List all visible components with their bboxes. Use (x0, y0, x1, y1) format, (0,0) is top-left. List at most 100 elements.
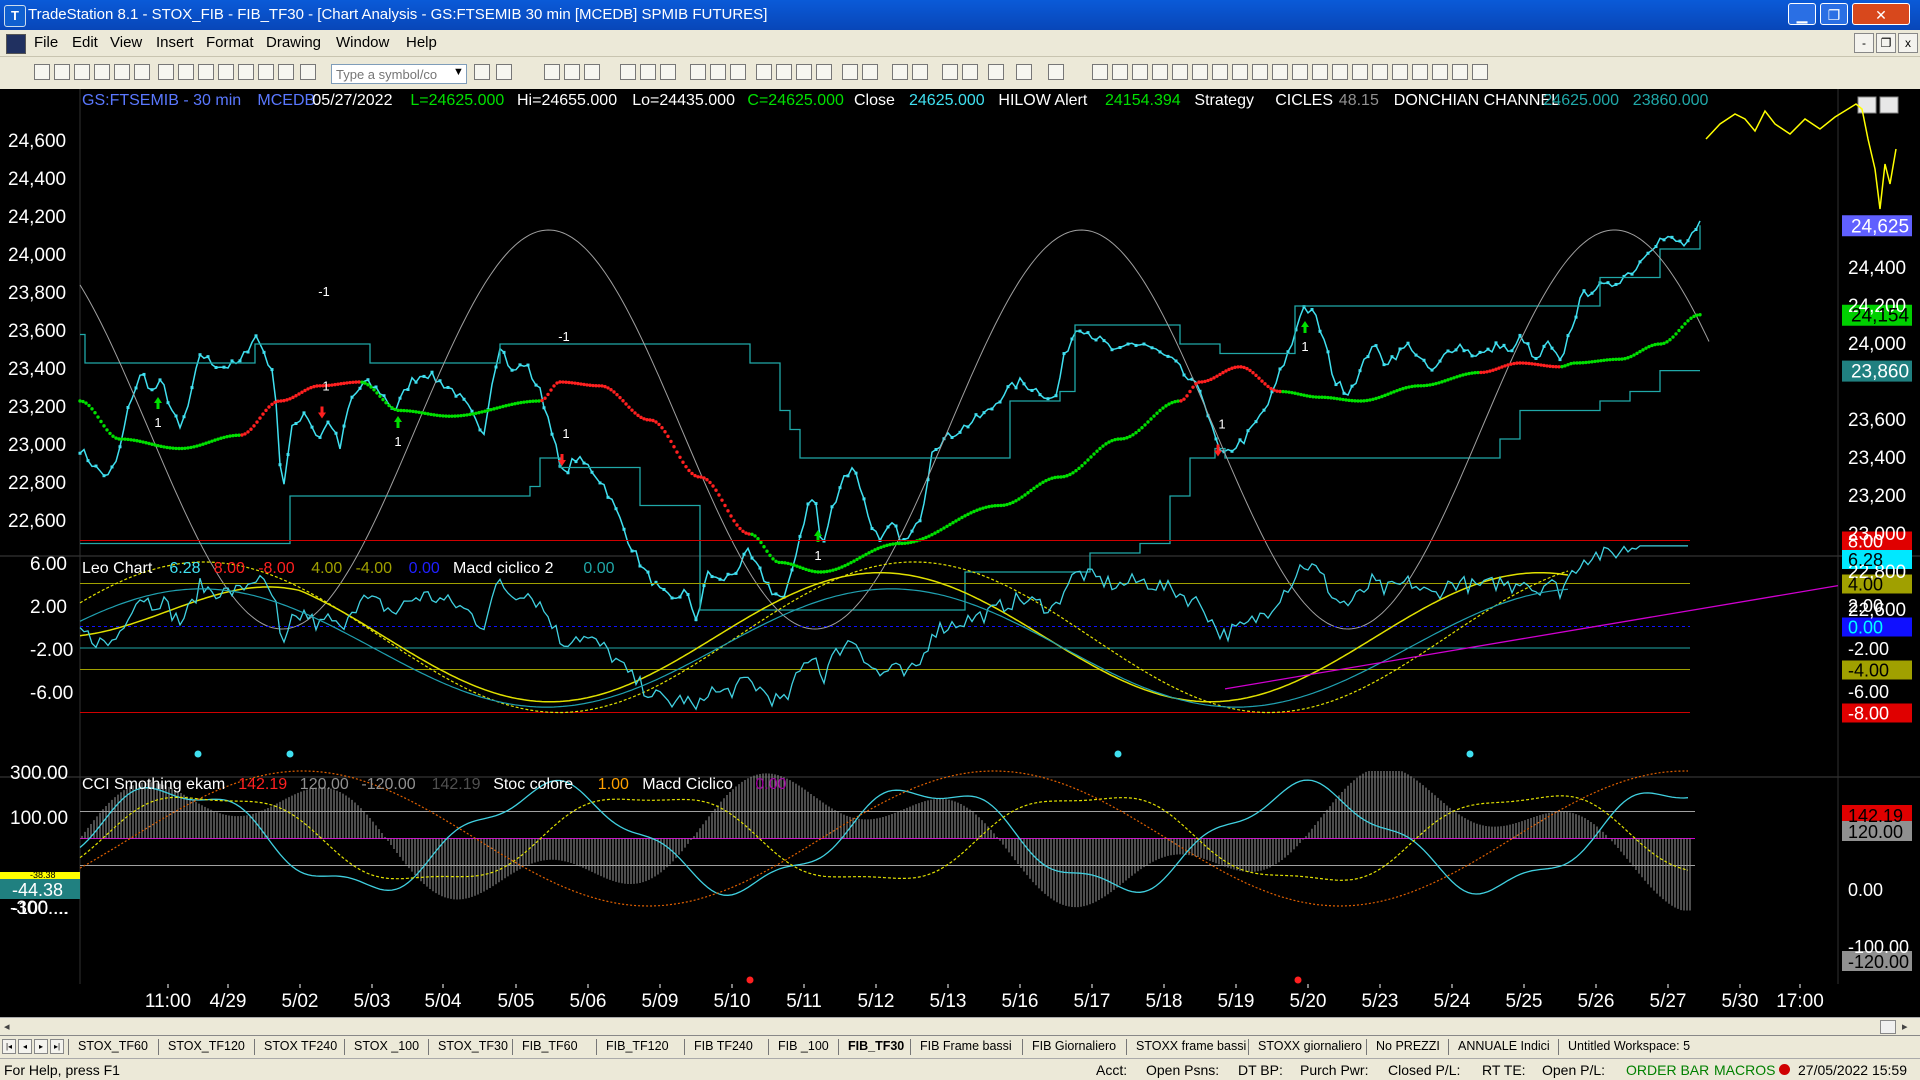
tab-nav-prev-icon[interactable]: ◂ (18, 1039, 32, 1054)
speed-lines-icon[interactable] (1212, 64, 1228, 80)
showme-icon[interactable] (756, 64, 772, 80)
text-icon[interactable] (1472, 64, 1488, 80)
tab-annuale-indici[interactable]: ANNUALE Indici (1458, 1039, 1550, 1053)
tab-fib-100[interactable]: FIB _100 (778, 1039, 829, 1053)
mdi-close-button[interactable]: x (1898, 33, 1918, 53)
mdi-minimize-button[interactable]: - (1854, 33, 1874, 53)
refresh-icon[interactable] (178, 64, 194, 80)
zoom-in-icon[interactable] (842, 64, 858, 80)
menu-file[interactable]: File (34, 34, 59, 51)
menu-drawing[interactable]: Drawing (266, 34, 322, 51)
time-zones-icon[interactable] (1372, 64, 1388, 80)
channel-icon[interactable] (1172, 64, 1188, 80)
strategy-icon[interactable] (710, 64, 726, 80)
arrow-up-icon[interactable] (1412, 64, 1428, 80)
tab-stoxx-giornaliero[interactable]: STOXX giornaliero (1258, 1039, 1362, 1053)
symbol-dropdown-icon[interactable]: ▼ (453, 66, 464, 78)
folder-icon[interactable] (94, 64, 110, 80)
tab-stox-tf60[interactable]: STOX_TF60 (78, 1039, 148, 1053)
tab-nav-last-icon[interactable]: ▸| (50, 1039, 64, 1054)
tab-fib-giornaliero[interactable]: FIB Giornaliero (1032, 1039, 1117, 1053)
gann-fan-icon[interactable] (1232, 64, 1248, 80)
chart-analysis-window[interactable]: GS:FTSEMIB - 30 min MCEDB 05/27/2022 L=2462… (0, 89, 1920, 1017)
rectangle-icon[interactable] (1452, 64, 1468, 80)
bar-chart-icon[interactable] (620, 64, 636, 80)
cut-icon[interactable] (198, 64, 214, 80)
freehand-icon[interactable] (1352, 64, 1368, 80)
mdi-restore-button[interactable]: ❐ (1876, 33, 1896, 53)
print-icon[interactable] (158, 64, 174, 80)
tab-no-prezzi[interactable]: No PREZZI (1376, 1039, 1440, 1053)
menu-edit[interactable]: Edit (72, 34, 98, 51)
symbol-lookup-icon[interactable] (496, 64, 512, 80)
new-icon[interactable] (34, 64, 50, 80)
tab-nav-first-icon[interactable]: |◂ (2, 1039, 16, 1054)
paintbar-icon[interactable] (730, 64, 746, 80)
tools-icon[interactable] (988, 64, 1004, 80)
radarscreen-icon[interactable] (564, 64, 580, 80)
save-icon[interactable] (134, 64, 150, 80)
lock-icon[interactable] (238, 64, 254, 80)
matrix-icon[interactable] (584, 64, 600, 80)
status-order-bar[interactable]: ORDER BAR (1626, 1062, 1710, 1078)
chart-analysis-icon[interactable] (544, 64, 560, 80)
open-workspace-icon[interactable] (114, 64, 130, 80)
fib-fan-icon[interactable] (1332, 64, 1348, 80)
close-button[interactable]: ✕ (1852, 3, 1910, 25)
crosshair-icon[interactable] (962, 64, 978, 80)
chart-doc-icon[interactable] (6, 34, 26, 54)
andrews-icon[interactable] (1292, 64, 1308, 80)
properties-icon[interactable] (1016, 64, 1032, 80)
menu-insert[interactable]: Insert (156, 34, 194, 51)
open-icon[interactable] (54, 64, 70, 80)
menu-format[interactable]: Format (206, 34, 254, 51)
tab-fib-tf240[interactable]: FIB TF240 (694, 1039, 753, 1053)
tab-stox-tf240[interactable]: STOX TF240 (264, 1039, 338, 1053)
scroll-left-icon[interactable]: ◂ (4, 1021, 10, 1033)
tab-fib-tf120[interactable]: FIB_TF120 (606, 1039, 669, 1053)
horizontal-line-icon[interactable] (1132, 64, 1148, 80)
trendline-icon[interactable] (1092, 64, 1108, 80)
probability-icon[interactable] (776, 64, 792, 80)
indicator-icon[interactable] (690, 64, 706, 80)
ellipse-icon[interactable] (1432, 64, 1448, 80)
menu-help[interactable]: Help (406, 34, 437, 51)
menu-window[interactable]: Window (336, 34, 390, 51)
line-chart-icon[interactable] (640, 64, 656, 80)
zoom-minus-icon[interactable] (912, 64, 928, 80)
new-window-icon[interactable] (74, 64, 90, 80)
tab-nav-next-icon[interactable]: ▸ (34, 1039, 48, 1054)
position-graph-icon[interactable] (816, 64, 832, 80)
maximize-button[interactable]: ❐ (1820, 3, 1848, 25)
tab-stox-tf120[interactable]: STOX_TF120 (168, 1039, 245, 1053)
zoom-glass-icon[interactable] (892, 64, 908, 80)
regression-icon[interactable] (1252, 64, 1268, 80)
symbol-input[interactable] (331, 64, 467, 84)
candle-chart-icon[interactable] (660, 64, 676, 80)
ray-icon[interactable] (1112, 64, 1128, 80)
scroll-thumb[interactable] (1880, 1020, 1896, 1034)
zoom-out-icon[interactable] (862, 64, 878, 80)
fib-icon[interactable] (1192, 64, 1208, 80)
tab-untitled-workspace-5[interactable]: Untitled Workspace: 5 (1568, 1039, 1691, 1053)
data-window-icon[interactable] (1048, 64, 1064, 80)
cycle-lines-icon[interactable] (1312, 64, 1328, 80)
tab-stox-100[interactable]: STOX _100 (354, 1039, 420, 1053)
andrews-pitchfork-icon[interactable] (1272, 64, 1288, 80)
go-icon[interactable] (474, 64, 490, 80)
tab-fib-frame-bassi[interactable]: FIB Frame bassi (920, 1039, 1012, 1053)
activity-bar-icon[interactable] (796, 64, 812, 80)
tab-fib-tf30[interactable]: FIB_TF30 (848, 1039, 905, 1053)
menu-view[interactable]: View (110, 34, 143, 51)
arrow-down-icon[interactable] (1392, 64, 1408, 80)
minimize-button[interactable]: ▁ (1788, 3, 1816, 25)
format-icon[interactable] (278, 64, 294, 80)
tab-stox-tf30[interactable]: STOX_TF30 (438, 1039, 508, 1053)
vertical-line-icon[interactable] (1152, 64, 1168, 80)
tab-stoxx-frame-bassi[interactable]: STOXX frame bassi (1136, 1039, 1247, 1053)
scroll-right-icon[interactable]: ▸ (1902, 1021, 1908, 1033)
pointer-icon[interactable] (942, 64, 958, 80)
insert-analysis-icon[interactable] (300, 64, 316, 80)
chart-scrollbar[interactable]: ◂ ▸ (0, 1017, 1920, 1035)
